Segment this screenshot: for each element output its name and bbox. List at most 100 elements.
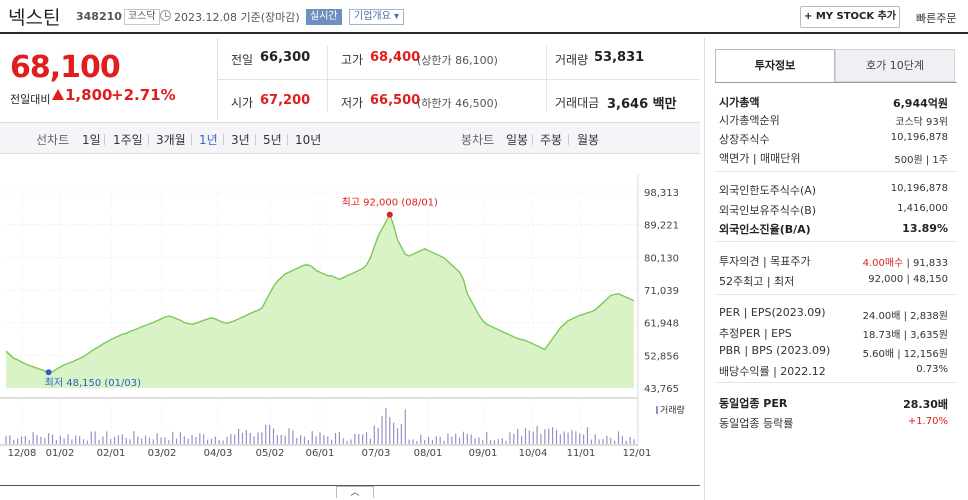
info-row-label: 동일업종 PER [719, 397, 788, 410]
separator [532, 134, 533, 145]
volume-bar [249, 432, 251, 444]
volume-bar [9, 435, 11, 444]
volume-bar [327, 436, 329, 444]
volume-bar [160, 437, 162, 444]
volume-bar [377, 427, 379, 444]
x-tick-label: 01/02 [46, 448, 75, 459]
info-row-label: 시가총액순위 [719, 114, 780, 127]
volume-bar [234, 434, 236, 444]
separator [287, 134, 288, 145]
upper-limit: (상한가 86,100) [417, 54, 498, 67]
volume-bar [86, 440, 89, 444]
volume-bar [5, 436, 7, 444]
volume-bar [334, 433, 337, 444]
mystock-add-button[interactable]: + MY STOCK 추가 [800, 6, 900, 28]
x-tick-label: 04/03 [204, 448, 233, 459]
volume-bar [416, 440, 418, 444]
period-5y[interactable]: 5년 [263, 133, 282, 147]
current-price: 68,100 [10, 50, 121, 85]
low-annotation: 최저 48,150 (01/03) [45, 377, 141, 389]
volume-bar [369, 438, 371, 444]
volume-bar [606, 435, 608, 444]
volume-bar [175, 438, 178, 444]
info-row-label: 투자의견 | 목표주가 [719, 255, 811, 268]
volume-bar [203, 434, 205, 444]
volume-bar [117, 435, 120, 444]
price-chart[interactable]: 98,313 89,221 80,130 71,039 61,948 52,856 43,7… [0, 154, 700, 500]
divider [715, 82, 957, 83]
volume-bar [528, 430, 530, 444]
volume-bar [470, 434, 472, 444]
corp-overview-dropdown[interactable]: 기업개요 ▾ [349, 9, 404, 25]
target-price-value: | 91,833 [903, 258, 948, 269]
volume-bar [350, 439, 352, 444]
info-row-value: 4.00매수 | 91,833 [863, 254, 948, 269]
info-row-label: 배당수익률 | 2022.12 [719, 365, 826, 378]
trade-value-label: 거래대금 [555, 96, 600, 110]
tab-orderbook-10[interactable]: 호가 10단계 [835, 49, 955, 82]
volume-bar [439, 436, 441, 444]
volume-bar [435, 436, 437, 444]
volume-bar [55, 440, 57, 444]
volume-bar [493, 440, 496, 444]
volume-bar [164, 437, 166, 444]
y-tick-label: 61,948 [644, 319, 679, 330]
candle-daily[interactable]: 일봉 [506, 133, 529, 147]
info-row-label: 동일업종 등락률 [719, 417, 794, 430]
volume-bar [191, 434, 193, 444]
volume-bar [272, 428, 275, 444]
high-point-marker [386, 211, 393, 218]
volume-label: 거래량 [660, 404, 685, 416]
volume-bar [129, 439, 131, 444]
candle-weekly[interactable]: 주봉 [540, 133, 563, 147]
info-row-value: 13.89% [902, 222, 948, 235]
high-value: 68,400 [370, 50, 421, 65]
period-1y[interactable]: 1년 [199, 133, 218, 147]
open-label: 시가 [231, 96, 254, 110]
info-row-value: 500원 | 1주 [894, 155, 948, 166]
volume-bar [133, 431, 135, 444]
volume-legend-swatch [656, 406, 658, 414]
info-row-value: 10,196,878 [890, 183, 948, 194]
info-row-value: 92,000 | 48,150 [868, 274, 948, 285]
volume-bar [292, 430, 294, 444]
volume-bar [237, 428, 240, 444]
separator [568, 134, 569, 145]
volume-bar [218, 440, 220, 444]
volume-bar [431, 439, 434, 444]
period-3y[interactable]: 3년 [231, 133, 250, 147]
volume-bar [300, 435, 302, 444]
x-tick-label: 10/04 [519, 448, 548, 459]
volume-bar [427, 436, 430, 444]
volume-bar [633, 439, 635, 444]
high-annotation: 최고 92,000 (08/01) [342, 197, 438, 209]
x-tick-label: 02/01 [97, 448, 126, 459]
volume-bar [172, 431, 174, 444]
volume-bar [385, 408, 387, 444]
volume-bar [389, 417, 391, 444]
price-area [6, 214, 634, 388]
candle-monthly[interactable]: 월봉 [577, 133, 600, 147]
x-tick-label: 09/01 [469, 448, 498, 459]
volume-bar [296, 438, 298, 444]
period-10y[interactable]: 10년 [295, 133, 322, 147]
tab-invest-info[interactable]: 투자정보 [715, 49, 835, 82]
period-3m[interactable]: 3개월 [156, 133, 186, 147]
volume-bar [424, 440, 426, 444]
volume-bar [63, 438, 65, 444]
quick-order-link[interactable]: 빠른주문 [916, 12, 957, 25]
volume-bar [482, 440, 484, 444]
realtime-button[interactable]: 실시간 [306, 9, 342, 25]
period-1w[interactable]: 1주일 [113, 133, 143, 147]
volume-bar [276, 435, 278, 444]
volume-bar [617, 431, 620, 444]
y-tick-label: 80,130 [644, 253, 679, 264]
volume-bar [94, 431, 96, 444]
volume-bar [110, 439, 112, 444]
volume-bar [28, 440, 30, 444]
volume-bar [501, 437, 503, 444]
volume-bar [199, 433, 201, 444]
period-1d[interactable]: 1일 [82, 133, 101, 147]
collapse-toggle-button[interactable]: ︿ [336, 486, 374, 498]
volume-bar [563, 431, 565, 444]
